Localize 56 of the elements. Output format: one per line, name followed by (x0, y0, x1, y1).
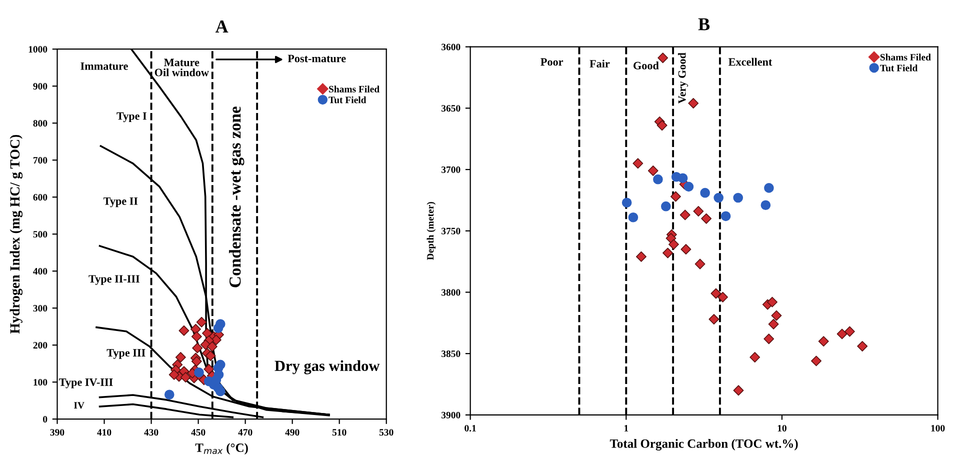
annotation: Good (634, 62, 659, 70)
y-tick-label: 300 (33, 304, 48, 312)
x-tick-label: 1 (624, 424, 628, 432)
y-tick-label: 100 (34, 378, 48, 386)
annotation: Mature Oil window (154, 58, 209, 76)
y-tick-label: 900 (33, 83, 48, 90)
legend-label: Tut Field (328, 96, 366, 104)
annotation: Condensate -wet gas zone (228, 106, 244, 288)
x-axis-title: T$_{max}$ (°C) (195, 443, 248, 454)
x-tick-label: 490 (285, 429, 300, 436)
x-tick-label: 510 (332, 429, 346, 436)
annotation: Dry gas window (274, 360, 380, 374)
y-tick-label: 3850 (442, 350, 460, 358)
annotation: Type II (103, 197, 138, 208)
y-tick-label: 400 (33, 268, 48, 275)
annotation: Very Good (678, 52, 688, 104)
legend-label: Tut Field (880, 64, 918, 72)
y-tick-label: 3600 (442, 44, 460, 50)
annotation: Post-mature (288, 54, 346, 62)
legend-label: Shams Filed (329, 86, 380, 92)
y-axis-title: Depth (meter) (426, 202, 436, 260)
x-tick-label: 430 (144, 429, 158, 436)
y-tick-label: 600 (33, 194, 48, 201)
y-tick-label: 3900 (442, 412, 460, 418)
y-tick-label: 1000 (28, 46, 48, 53)
legend-label: Shams Filed (880, 54, 931, 61)
x-tick-label: 10 (778, 424, 786, 432)
chart-title: B (698, 18, 710, 30)
x-axis-title: Total Organic Carbon (TOC wt.%) (610, 439, 798, 450)
chart-title: A (215, 20, 228, 32)
y-axis-title: Hydrogen Index (mg HC/ g TOC) (10, 134, 23, 334)
x-tick-label: 470 (238, 429, 252, 436)
annotation: Type III (106, 349, 146, 359)
y-tick-label: 200 (33, 342, 48, 349)
annotation: Type IV-III (59, 378, 113, 388)
x-tick-label: 0.1 (464, 424, 476, 432)
annotation: Immature (80, 62, 128, 70)
x-tick-label: 100 (931, 424, 945, 432)
annotation: Type I (116, 112, 146, 122)
annotation: Type II-III (88, 275, 140, 285)
y-tick-label: 800 (33, 120, 48, 127)
y-tick-label: 0 (43, 416, 48, 423)
x-tick-label: 390 (50, 429, 64, 436)
y-tick-label: 500 (33, 231, 48, 238)
y-tick-label: 3650 (442, 105, 460, 112)
annotation: IV (74, 402, 84, 409)
annotation: Excellent (728, 58, 772, 66)
y-tick-label: 3700 (442, 166, 460, 173)
y-tick-label: 700 (33, 157, 48, 164)
x-tick-label: 410 (97, 429, 112, 436)
x-tick-label: 530 (379, 429, 394, 436)
x-tick-label: 450 (191, 429, 206, 436)
y-tick-label: 3750 (442, 228, 460, 234)
y-tick-label: 3800 (442, 289, 460, 296)
annotation: Poor (540, 58, 564, 66)
annotation: Fair (590, 60, 610, 68)
